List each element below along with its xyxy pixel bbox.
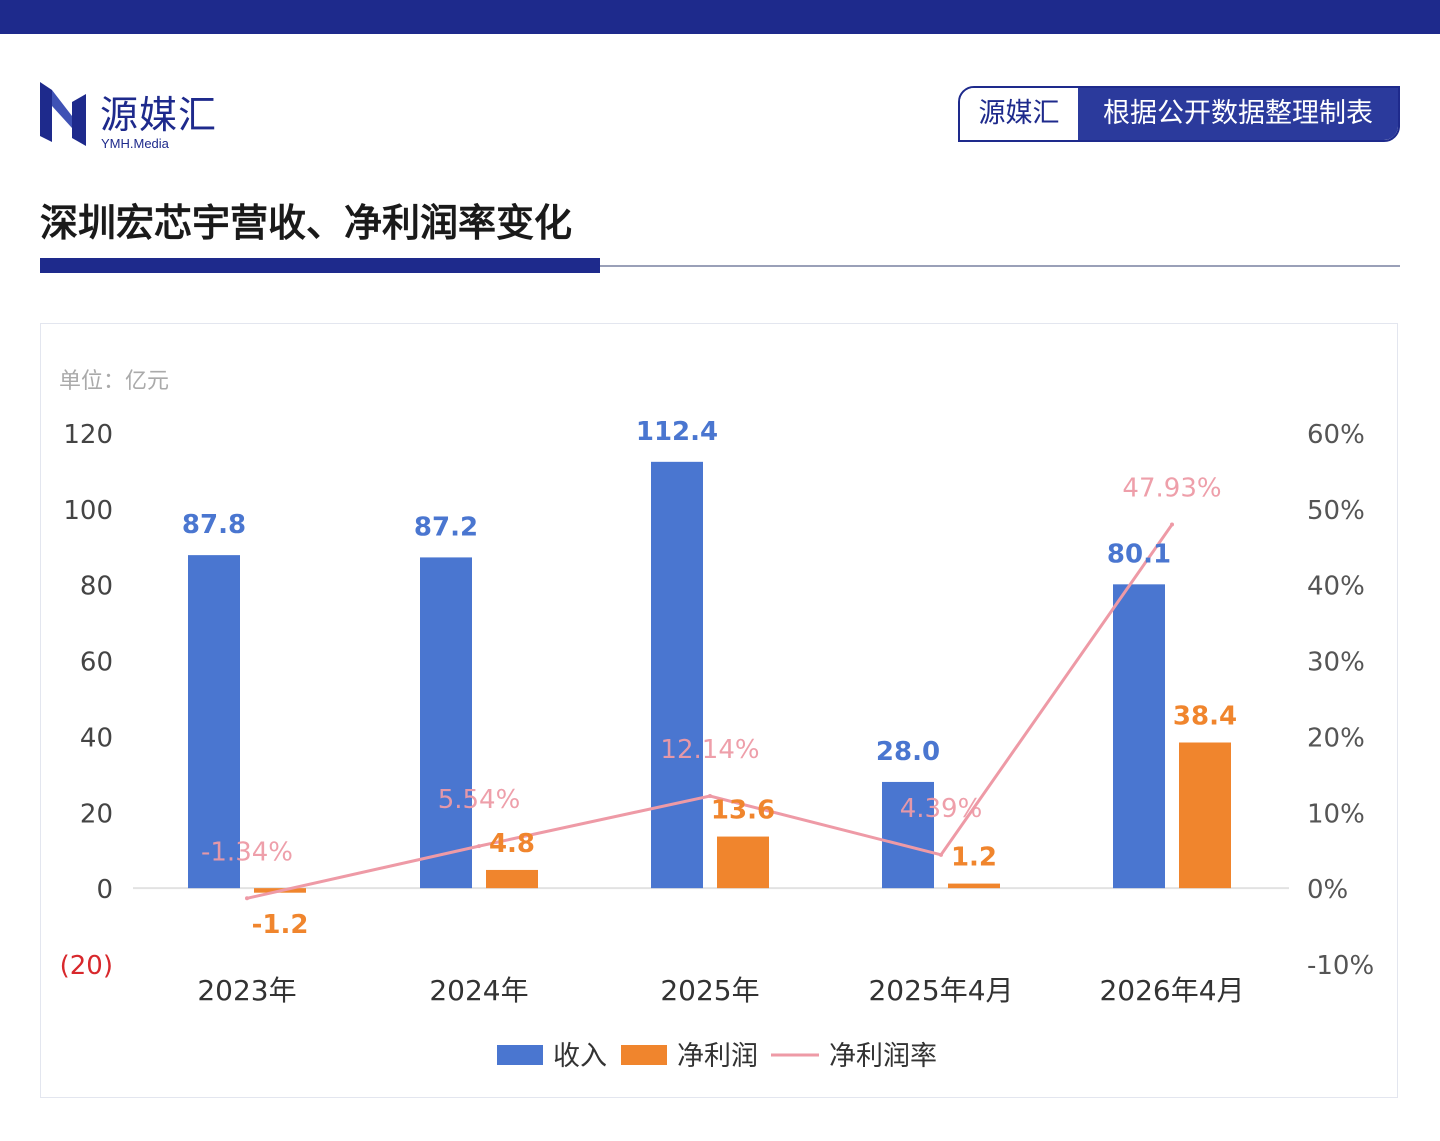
legend-label-margin: 净利润率 <box>829 1041 937 1072</box>
profit-bar <box>1179 742 1231 889</box>
profit-data-label: 13.6 <box>711 796 775 826</box>
y-left-tick-label: 80 <box>80 572 113 602</box>
profit-data-label: 4.8 <box>489 829 535 859</box>
unit-label: 单位：亿元 <box>59 369 169 394</box>
profit-bar <box>948 883 1000 889</box>
margin-point <box>1170 522 1174 527</box>
margin-point <box>245 896 249 901</box>
logo: 源媒汇 YMH.Media <box>38 80 238 152</box>
margin-line <box>246 523 1174 900</box>
y-left-tick-label: 0 <box>96 875 113 905</box>
revenue-data-label: 87.8 <box>182 510 246 540</box>
revenue-data-label: 87.2 <box>414 512 478 542</box>
profit-bar <box>717 836 769 889</box>
legend-swatch-revenue <box>497 1045 543 1065</box>
margin-data-label: 47.93% <box>1122 474 1221 504</box>
page-title: 深圳宏芯宇营收、净利润率变化 <box>40 201 573 245</box>
y-right-tick-label: 30% <box>1307 648 1365 678</box>
y-left-tick-label: 20 <box>80 799 113 829</box>
y-right-tick-label: -10% <box>1307 951 1374 981</box>
legend-label-profit: 净利润 <box>677 1041 758 1072</box>
revenue-data-label: 28.0 <box>876 737 940 767</box>
title-accent-bar <box>40 258 600 273</box>
margin-data-label: -1.34% <box>201 837 293 867</box>
logo-text: 源媒汇 <box>100 93 218 137</box>
margin-data-label: 4.39% <box>900 794 983 824</box>
y-left-tick-label: 40 <box>80 723 113 753</box>
profit-data-label: 38.4 <box>1173 701 1237 731</box>
revenue-bar <box>882 781 934 889</box>
y-right-tick-label: 40% <box>1307 572 1365 602</box>
y-right-tick-label: 60% <box>1307 420 1365 450</box>
profit-data-label: -1.2 <box>252 910 309 940</box>
badge-note: 根据公开数据整理制表 <box>1078 88 1398 140</box>
y-right-tick-label: 0% <box>1307 875 1348 905</box>
y-right-tick-label: 20% <box>1307 723 1365 753</box>
x-category-label: 2025年4月 <box>868 974 1013 1007</box>
profit-data-label: 1.2 <box>951 843 997 873</box>
x-category-label: 2023年 <box>197 974 296 1007</box>
profit-bar <box>486 869 538 889</box>
y-right-tick-label: 10% <box>1307 799 1365 829</box>
x-category-label: 2025年 <box>660 974 759 1007</box>
revenue-data-label: 80.1 <box>1107 539 1171 569</box>
y-left-tick-label: 120 <box>63 420 113 450</box>
x-category-label: 2024年 <box>429 974 528 1007</box>
logo-subtext: YMH.Media <box>101 136 169 151</box>
legend-label-revenue: 收入 <box>553 1041 607 1072</box>
revenue-data-label: 112.4 <box>636 417 718 447</box>
chart-card: 单位：亿元 (20) 0 20 40 60 80 100 120 -10% 0% 10% 20% 30%… <box>40 323 1398 1098</box>
y-left-tick-label: 100 <box>63 496 113 526</box>
margin-data-label: 12.14% <box>660 735 759 765</box>
revenue-bar <box>420 557 472 889</box>
revenue-bar <box>188 555 240 889</box>
logo-mark-icon <box>40 82 86 146</box>
combo-chart: 单位：亿元 (20) 0 20 40 60 80 100 120 -10% 0% 10% 20% 30%… <box>59 369 1374 1072</box>
revenue-bar <box>651 461 703 889</box>
y-left-tick-label: 60 <box>80 648 113 678</box>
margin-point <box>708 794 712 799</box>
revenue-bar <box>1113 584 1165 889</box>
y-left-tick-label: (20) <box>60 951 113 981</box>
badge-brand: 源媒汇 <box>960 88 1078 140</box>
legend-swatch-profit <box>621 1045 667 1065</box>
title-underline <box>40 265 1400 267</box>
top-accent-bar <box>0 0 1440 34</box>
margin-point <box>939 852 943 857</box>
margin-point <box>477 844 481 849</box>
y-right-tick-label: 50% <box>1307 496 1365 526</box>
source-badge: 源媒汇 根据公开数据整理制表 <box>958 86 1400 142</box>
margin-data-label: 5.54% <box>438 785 521 815</box>
x-category-label: 2026年4月 <box>1099 974 1244 1007</box>
